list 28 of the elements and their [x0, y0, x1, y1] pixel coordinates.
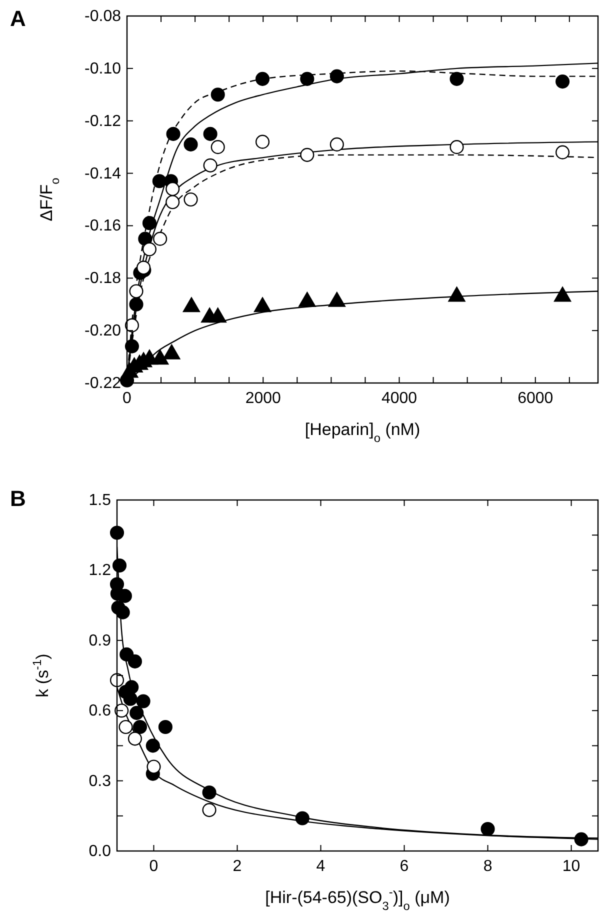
y-tick-label: -0.12 [84, 112, 122, 130]
x-axis-title: [Hir-(54-65)(SO$_{3}$$^{-}$)]$_{o}$ (μM) [265, 885, 450, 913]
x-tick-label: 0 [149, 858, 158, 875]
chart-title: B [10, 486, 26, 511]
chart-title: A [10, 6, 26, 31]
x-tick-label: 2000 [245, 390, 282, 407]
y-tick-label: 0.3 [88, 772, 112, 790]
y-tick-label: -0.18 [84, 270, 122, 288]
x-tick-label: 0 [122, 390, 132, 407]
y-tick-label: 1.5 [88, 492, 112, 509]
x-tick-label: 10 [562, 858, 580, 875]
y-tick-label: -0.16 [84, 218, 122, 235]
x-tick-label: 2 [232, 858, 242, 875]
y-tick-label: 0.9 [88, 632, 112, 650]
y-tick-label: -0.08 [84, 8, 122, 25]
x-tick-label: 6 [400, 858, 409, 875]
x-tick-label: 6000 [518, 390, 554, 407]
y-tick-label: -0.10 [84, 60, 122, 78]
y-tick-label: -0.14 [84, 165, 122, 182]
y-tick-label: -0.20 [84, 322, 122, 340]
y-tick-label: 1.2 [88, 562, 112, 580]
y-tick-label: 0.6 [88, 702, 112, 720]
x-tick-label: 4 [316, 858, 326, 875]
y-tick-label: -0.22 [84, 375, 122, 392]
y-tick-label: 0.0 [88, 843, 112, 860]
x-axis-title: [Heparin]$_{o}$ (nM) [304, 420, 420, 445]
x-tick-label: 8 [483, 858, 492, 875]
x-tick-label: 4000 [381, 390, 418, 407]
